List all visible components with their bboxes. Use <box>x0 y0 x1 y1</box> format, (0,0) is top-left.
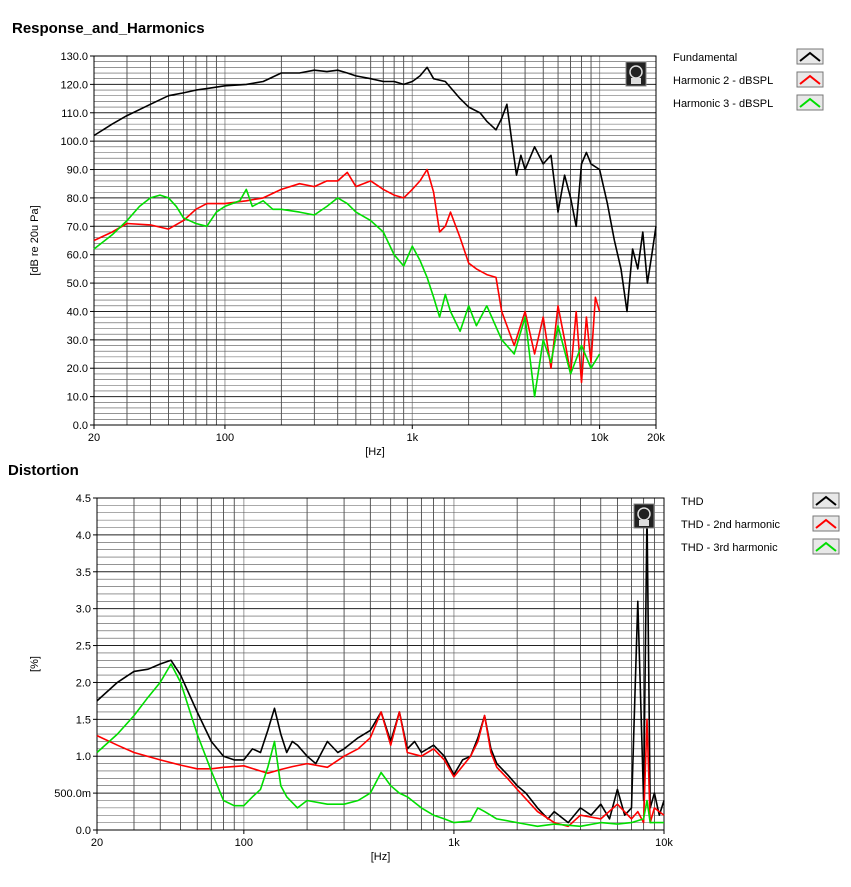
grid <box>96 497 665 831</box>
legend-label: Harmonic 3 - dBSPL <box>673 98 773 110</box>
y-axis-label: [dB re 20u Pa] <box>29 205 41 275</box>
legend-swatch-box <box>812 515 840 532</box>
y-tick-label: 1.0 <box>76 751 91 763</box>
legend-swatch-line <box>815 495 837 506</box>
plot-icon <box>633 503 655 529</box>
y-tick-label: 500.0m <box>54 788 91 800</box>
legend-swatch-line <box>815 541 837 552</box>
y-tick-label: 2.5 <box>76 641 91 653</box>
plot-frame <box>96 497 665 831</box>
series-line <box>93 66 657 313</box>
y-tick-label: 1.5 <box>76 714 91 726</box>
legend-label: Harmonic 2 - dBSPL <box>673 75 773 87</box>
y-tick-label: 40.0 <box>67 306 88 318</box>
y-tick-label: 130.0 <box>60 51 88 63</box>
response-chart: 0.0 10.0 20.0 30.0 40.0 50.0 60.0 70.0 80.0 90.0 1… <box>29 48 824 458</box>
legend-swatch-box <box>812 492 840 509</box>
plot-icon-body <box>639 520 649 526</box>
x-tick-label: 10k <box>591 432 609 444</box>
series-line <box>96 663 664 828</box>
legend-swatch-box <box>796 48 824 65</box>
y-tick-label: 70.0 <box>67 221 88 233</box>
grid <box>93 55 657 426</box>
legend-swatch-line <box>799 74 821 85</box>
x-tick-label: 20 <box>88 432 100 444</box>
legend-swatch-line <box>799 51 821 62</box>
x-tick-label: 100 <box>216 432 234 444</box>
plot-icon <box>625 61 647 87</box>
x-tick-label: 20 <box>91 837 103 849</box>
y-axis-label: [%] <box>29 656 41 672</box>
x-tick-label: 20k <box>647 432 665 444</box>
plot-icon-body <box>631 78 641 84</box>
legend-swatch-box <box>796 71 824 88</box>
y-tick-label: 60.0 <box>67 250 88 262</box>
legend-label: Fundamental <box>673 52 737 64</box>
legend-swatch-line <box>799 97 821 108</box>
x-tick-label: 1k <box>406 432 418 444</box>
y-tick-label: 10.0 <box>67 392 88 404</box>
y-tick-label: 100.0 <box>60 136 88 148</box>
x-tick-label: 100 <box>235 837 253 849</box>
legend-swatch-line <box>815 518 837 529</box>
legend-swatch-box <box>812 538 840 555</box>
y-tick-label: 4.0 <box>76 530 91 542</box>
y-tick-label: 120.0 <box>60 79 88 91</box>
legend-label: THD <box>681 496 704 508</box>
y-tick-label: 4.5 <box>76 493 91 505</box>
series-line <box>96 711 665 828</box>
series-line <box>93 168 601 384</box>
x-axis-label: [Hz] <box>365 446 385 458</box>
series-line <box>93 188 601 398</box>
y-tick-label: 0.0 <box>76 825 91 837</box>
legend-label: THD - 2nd harmonic <box>681 519 781 531</box>
y-tick-label: 20.0 <box>67 363 88 375</box>
legend-swatch-box <box>796 94 824 111</box>
y-tick-label: 110.0 <box>61 108 88 120</box>
x-tick-label: 10k <box>655 837 673 849</box>
chart-title-distortion: Distortion <box>8 462 79 479</box>
y-tick-label: 0.0 <box>73 420 88 432</box>
y-tick-label: 90.0 <box>67 165 88 177</box>
y-tick-label: 3.0 <box>76 604 91 616</box>
x-tick-label: 1k <box>448 837 460 849</box>
y-tick-label: 80.0 <box>67 193 88 205</box>
chart-title-response: Response_and_Harmonics <box>12 20 205 37</box>
y-tick-label: 30.0 <box>67 335 88 347</box>
y-tick-label: 2.0 <box>76 677 91 689</box>
y-tick-label: 3.5 <box>76 567 91 579</box>
legend-label: THD - 3rd harmonic <box>681 542 778 554</box>
y-tick-label: 50.0 <box>67 278 88 290</box>
x-axis-label: [Hz] <box>371 851 391 863</box>
